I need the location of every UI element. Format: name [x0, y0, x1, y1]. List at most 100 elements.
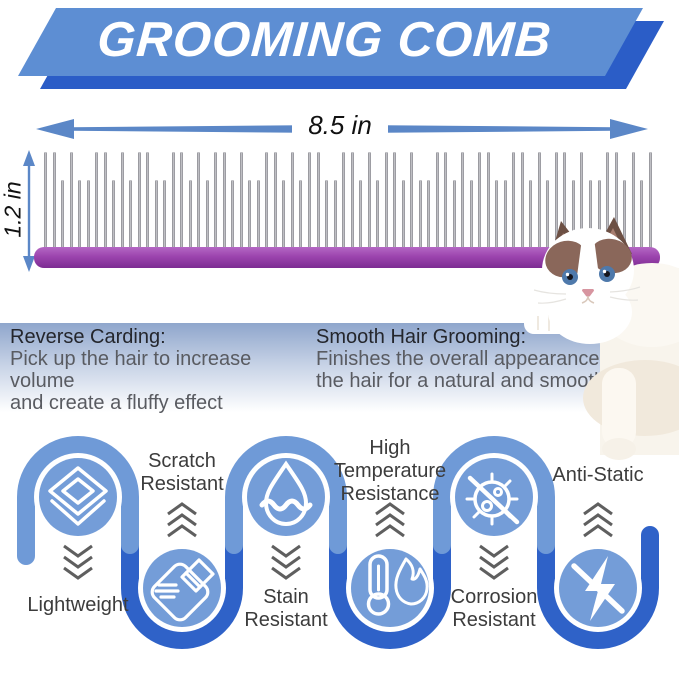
comb-tooth: [154, 180, 158, 250]
comb-tooth: [597, 180, 601, 250]
comb-tooth: [554, 152, 558, 250]
feature-label-lightweight: Lightweight: [27, 594, 129, 616]
feature-label-antistatic: Anti-Static: [552, 464, 644, 486]
comb-tooth: [222, 152, 226, 250]
height-dimension-label: 1.2 in: [0, 181, 26, 238]
comb-tooth: [171, 152, 175, 250]
comb-tooth: [520, 152, 524, 250]
comb-tooth: [316, 152, 320, 250]
comb-tooth: [631, 152, 635, 250]
benefit-left-text: Pick up the hair to increase volume and …: [10, 348, 252, 414]
comb-tooth: [393, 152, 397, 250]
comb-tooth: [256, 180, 260, 250]
thermometer-flame-icon: [366, 554, 429, 616]
comb-tooth: [537, 152, 541, 250]
comb-tooth: [563, 152, 567, 250]
up-chevrons-icon: [167, 502, 613, 538]
comb-tooth: [614, 152, 618, 250]
comb-tooth: [290, 152, 294, 250]
comb-tooth: [495, 180, 499, 250]
comb-tooth: [180, 152, 184, 250]
comb-tooth: [299, 180, 303, 250]
comb-tooth: [512, 152, 516, 250]
comb-tooth: [503, 180, 507, 250]
comb-tooth: [137, 152, 141, 250]
comb-tooth: [239, 152, 243, 250]
comb-tooth: [61, 180, 65, 250]
ragdoll-cat-photo: [524, 217, 679, 460]
comb-tooth: [444, 152, 448, 250]
benefits-band: [0, 323, 679, 420]
comb-tooth: [359, 180, 363, 250]
comb-tooth: [461, 152, 465, 250]
comb-tooth: [163, 180, 167, 250]
comb-tooth: [384, 152, 388, 250]
feature-label-scratch: Scratch Resistant: [140, 450, 224, 495]
comb-tooth: [478, 152, 482, 250]
comb-tooth: [52, 152, 56, 250]
comb-tooth: [103, 152, 107, 250]
comb-tooth: [452, 180, 456, 250]
comb-tooth: [418, 180, 422, 250]
feature-label-corrosion: Corrosion Resistant: [450, 586, 538, 631]
comb-tooth: [469, 180, 473, 250]
comb-tooth: [282, 180, 286, 250]
comb-tooth: [120, 152, 124, 250]
comb-tooth: [205, 180, 209, 250]
comb-tooth: [435, 152, 439, 250]
comb-tooth: [486, 152, 490, 250]
down-chevrons-icon: [63, 544, 509, 580]
comb-tooth: [273, 152, 277, 250]
comb-tooth: [571, 180, 575, 250]
comb-tooth: [325, 180, 329, 250]
comb-tooth: [333, 180, 337, 250]
comb-tooth: [248, 180, 252, 250]
no-static-icon: [571, 556, 625, 621]
comb-tooth: [146, 152, 150, 250]
page-title: GROOMING COMB: [95, 13, 554, 67]
comb-tooth: [112, 180, 116, 250]
comb-tooth: [648, 152, 652, 250]
comb-tooth: [231, 180, 235, 250]
comb-tooth: [188, 180, 192, 250]
comb-teeth: [44, 152, 652, 250]
comb-tooth: [350, 152, 354, 250]
comb-tooth: [376, 180, 380, 250]
feature-label-temperature: High Temperature Resistance: [333, 437, 447, 505]
width-dimension-label: 8.5 in: [292, 110, 388, 141]
cat-nose: [582, 289, 594, 297]
no-germ-icon: [465, 472, 520, 526]
comb-tooth: [410, 152, 414, 250]
dimension-arrow-vertical: [23, 150, 35, 272]
comb-tooth: [546, 180, 550, 250]
wave-tube: [17, 436, 659, 649]
comb-tooth: [623, 180, 627, 250]
comb-tooth: [129, 180, 133, 250]
comb-tooth: [86, 180, 90, 250]
feature-label-stain: Stain Resistant: [244, 586, 328, 631]
title-banner-ribbon: [18, 8, 664, 89]
benefit-right-heading: Smooth Hair Grooming:: [316, 326, 527, 348]
comb-tooth: [44, 152, 47, 250]
feature-wave-strip: [17, 436, 659, 649]
comb-tooth: [606, 152, 610, 250]
comb-tooth: [197, 152, 201, 250]
benefit-left-heading: Reverse Carding:: [10, 326, 166, 348]
scratch-pad-icon: [150, 558, 215, 622]
comb-tooth: [214, 152, 218, 250]
layers-icon: [48, 466, 108, 526]
dimension-arrow-horizontal: [36, 119, 648, 139]
benefit-reverse-carding: Reverse Carding: Pick up the hair to inc…: [10, 326, 310, 414]
comb-tooth: [69, 152, 73, 250]
water-drop-icon: [259, 460, 313, 527]
comb-tooth: [640, 180, 644, 250]
comb-tooth: [367, 152, 371, 250]
comb-tooth: [427, 180, 431, 250]
comb-tooth: [307, 152, 311, 250]
comb-tooth: [95, 152, 99, 250]
comb-tooth: [580, 152, 584, 250]
comb-tooth: [529, 180, 533, 250]
comb-tooth: [265, 152, 269, 250]
comb-tooth: [342, 152, 346, 250]
